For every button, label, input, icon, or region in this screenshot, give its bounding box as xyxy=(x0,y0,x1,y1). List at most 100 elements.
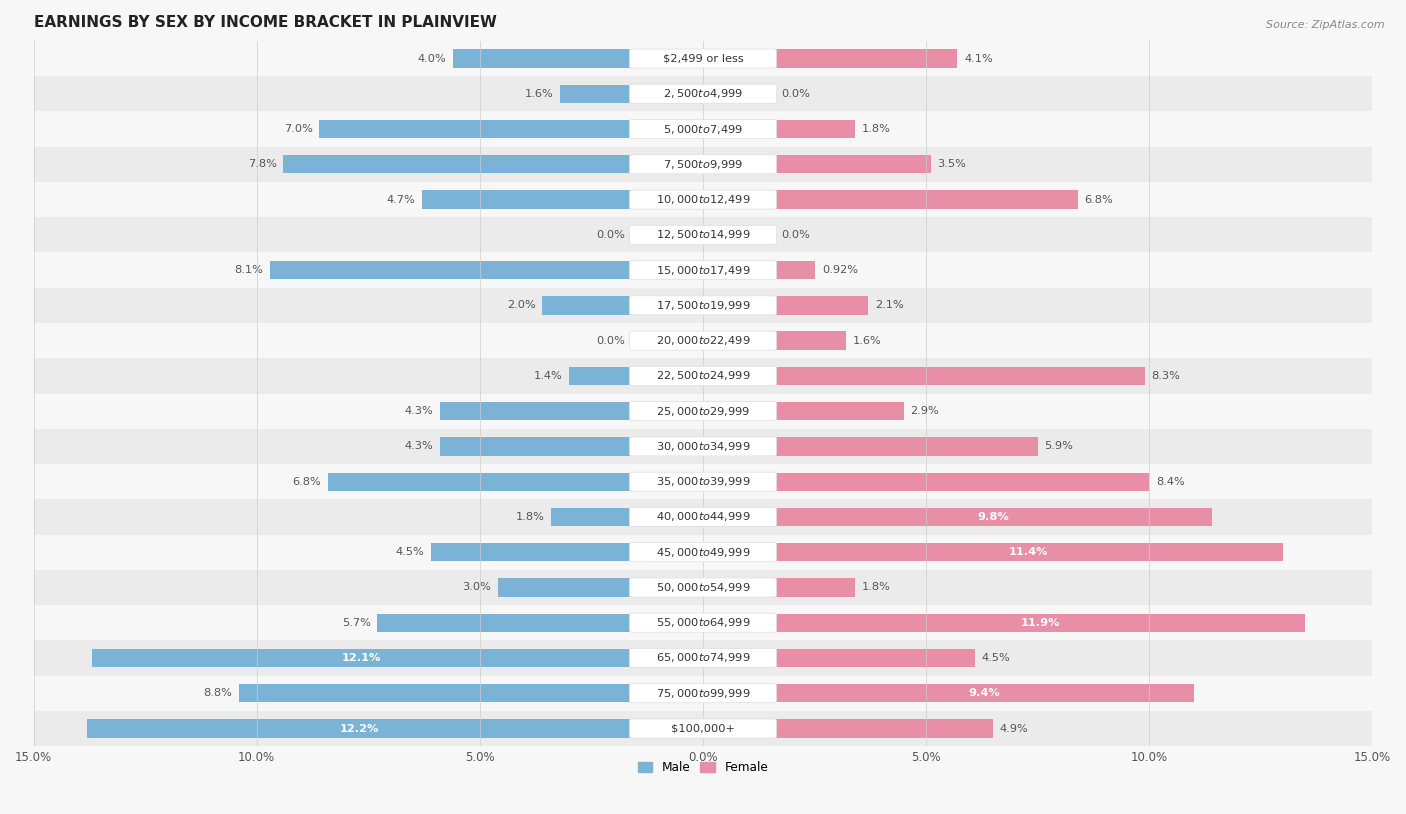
Text: 0.92%: 0.92% xyxy=(823,265,858,275)
FancyBboxPatch shape xyxy=(630,437,776,456)
Bar xyxy=(775,578,855,597)
FancyBboxPatch shape xyxy=(630,366,776,385)
Text: 2.1%: 2.1% xyxy=(875,300,904,310)
Bar xyxy=(775,472,1149,491)
Text: 0.0%: 0.0% xyxy=(782,89,810,98)
Text: 2.0%: 2.0% xyxy=(508,300,536,310)
Bar xyxy=(34,641,1372,676)
Text: $7,500 to $9,999: $7,500 to $9,999 xyxy=(664,158,742,171)
Bar xyxy=(551,508,631,526)
Text: 3.5%: 3.5% xyxy=(938,160,966,169)
FancyBboxPatch shape xyxy=(630,578,776,597)
Text: $30,000 to $34,999: $30,000 to $34,999 xyxy=(655,440,751,453)
FancyBboxPatch shape xyxy=(630,49,776,68)
Text: $17,500 to $19,999: $17,500 to $19,999 xyxy=(655,299,751,312)
Bar xyxy=(775,720,993,737)
FancyBboxPatch shape xyxy=(630,507,776,527)
Text: Source: ZipAtlas.com: Source: ZipAtlas.com xyxy=(1267,20,1385,30)
Bar xyxy=(34,112,1372,147)
Text: 9.4%: 9.4% xyxy=(969,689,1000,698)
Text: 4.3%: 4.3% xyxy=(405,441,433,452)
Text: 6.8%: 6.8% xyxy=(292,477,322,487)
FancyBboxPatch shape xyxy=(630,85,776,103)
FancyBboxPatch shape xyxy=(630,155,776,174)
Text: $35,000 to $39,999: $35,000 to $39,999 xyxy=(655,475,751,488)
Bar xyxy=(560,85,631,103)
FancyBboxPatch shape xyxy=(630,331,776,350)
FancyBboxPatch shape xyxy=(630,401,776,421)
Bar xyxy=(430,543,631,562)
Text: 4.3%: 4.3% xyxy=(405,406,433,416)
Text: $40,000 to $44,999: $40,000 to $44,999 xyxy=(655,510,751,523)
Text: 4.7%: 4.7% xyxy=(387,195,415,204)
Bar xyxy=(34,147,1372,182)
Bar xyxy=(775,437,1038,456)
FancyBboxPatch shape xyxy=(630,719,776,738)
Bar xyxy=(319,120,631,138)
Text: $10,000 to $12,499: $10,000 to $12,499 xyxy=(655,193,751,206)
Bar xyxy=(498,578,631,597)
Bar xyxy=(34,535,1372,570)
FancyBboxPatch shape xyxy=(630,684,776,702)
Bar xyxy=(775,155,931,173)
Bar xyxy=(34,429,1372,464)
Text: 11.9%: 11.9% xyxy=(1021,618,1060,628)
Bar xyxy=(34,287,1372,323)
Text: $65,000 to $74,999: $65,000 to $74,999 xyxy=(655,651,751,664)
Text: $15,000 to $17,499: $15,000 to $17,499 xyxy=(655,264,751,277)
Bar xyxy=(775,296,868,314)
Text: 3.0%: 3.0% xyxy=(463,583,491,593)
Bar xyxy=(775,649,976,667)
Text: $2,499 or less: $2,499 or less xyxy=(662,54,744,63)
Bar xyxy=(34,252,1372,287)
Bar xyxy=(775,190,1078,208)
Text: 4.1%: 4.1% xyxy=(965,54,993,63)
Bar xyxy=(543,296,631,314)
Text: $5,000 to $7,499: $5,000 to $7,499 xyxy=(664,123,742,136)
Bar xyxy=(775,120,855,138)
FancyBboxPatch shape xyxy=(630,225,776,244)
Bar xyxy=(775,261,815,279)
FancyBboxPatch shape xyxy=(630,120,776,138)
Bar xyxy=(34,41,1372,77)
Text: 6.8%: 6.8% xyxy=(1084,195,1114,204)
FancyBboxPatch shape xyxy=(630,260,776,280)
Text: 4.0%: 4.0% xyxy=(418,54,446,63)
Text: $55,000 to $64,999: $55,000 to $64,999 xyxy=(655,616,751,629)
Text: 1.6%: 1.6% xyxy=(852,335,882,346)
Bar xyxy=(775,508,1212,526)
FancyBboxPatch shape xyxy=(630,649,776,667)
FancyBboxPatch shape xyxy=(630,543,776,562)
Text: 1.8%: 1.8% xyxy=(862,583,890,593)
Text: 5.7%: 5.7% xyxy=(342,618,371,628)
Text: 8.3%: 8.3% xyxy=(1152,371,1181,381)
Text: 7.8%: 7.8% xyxy=(247,160,277,169)
Bar xyxy=(284,155,631,173)
Bar xyxy=(775,684,1194,702)
FancyBboxPatch shape xyxy=(630,295,776,315)
Bar xyxy=(34,499,1372,535)
Bar xyxy=(34,393,1372,429)
Text: 4.5%: 4.5% xyxy=(981,653,1011,663)
Bar xyxy=(453,50,631,68)
Bar xyxy=(775,331,846,350)
FancyBboxPatch shape xyxy=(630,472,776,491)
Bar xyxy=(34,323,1372,358)
Text: 9.8%: 9.8% xyxy=(977,512,1010,522)
Bar xyxy=(34,676,1372,711)
Bar xyxy=(377,614,631,632)
Bar xyxy=(422,190,631,208)
Bar xyxy=(34,77,1372,112)
Text: 7.0%: 7.0% xyxy=(284,124,312,134)
Text: $50,000 to $54,999: $50,000 to $54,999 xyxy=(655,581,751,594)
Text: 1.4%: 1.4% xyxy=(534,371,562,381)
Text: $2,500 to $4,999: $2,500 to $4,999 xyxy=(664,87,742,100)
Text: 1.8%: 1.8% xyxy=(862,124,890,134)
Text: 1.8%: 1.8% xyxy=(516,512,544,522)
FancyBboxPatch shape xyxy=(630,613,776,632)
Text: $75,000 to $99,999: $75,000 to $99,999 xyxy=(655,687,751,700)
Text: 0.0%: 0.0% xyxy=(596,335,624,346)
Bar xyxy=(328,472,631,491)
Bar xyxy=(239,684,631,702)
Legend: Male, Female: Male, Female xyxy=(633,756,773,779)
